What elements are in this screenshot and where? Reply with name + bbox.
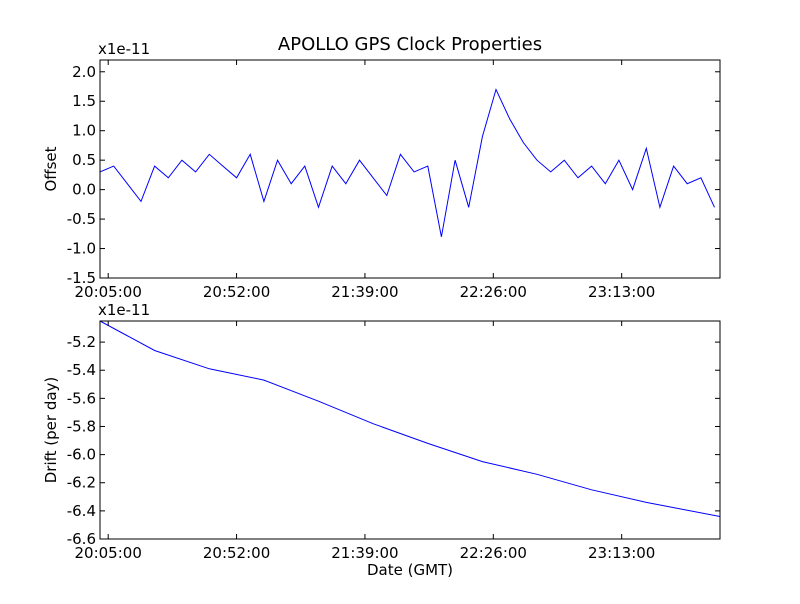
x-tick-label: 21:39:00	[331, 283, 398, 301]
y-tick-label: -1.0	[67, 240, 96, 258]
y-tick-label: 0.5	[72, 151, 96, 169]
figure-title: APOLLO GPS Clock Properties	[278, 34, 542, 55]
axes-frame	[99, 320, 721, 540]
y-tick-label: -0.5	[67, 210, 96, 228]
x-tick-label: 20:05:00	[75, 544, 142, 562]
axes-frame	[99, 59, 721, 279]
y-scale-offset-label: x1e-11	[98, 301, 150, 319]
y-tick-label: 2.0	[72, 63, 96, 81]
y-tick-label: 1.0	[72, 122, 96, 140]
y-axis-label: Drift (per day)	[42, 377, 60, 484]
y-tick-label: -5.4	[67, 361, 96, 379]
y-scale-offset-label: x1e-11	[98, 40, 150, 58]
y-tick-label: -6.6	[67, 530, 96, 548]
offset-panel: 20:05:00 20:52:00 21:39:00 22:26:00 23:13:00…	[42, 40, 721, 301]
x-tick-label: 22:26:00	[460, 283, 527, 301]
drift-series-line	[100, 321, 720, 517]
y-tick-label: -5.6	[67, 389, 96, 407]
offset-series-line	[100, 88, 715, 237]
drift-panel: 20:05:00 20:52:00 21:39:00 22:26:00 23:13:00…	[42, 301, 721, 579]
x-tick-label: 21:39:00	[331, 544, 398, 562]
x-tick-label: 22:26:00	[460, 544, 527, 562]
y-tick-label: -5.8	[67, 417, 96, 435]
y-tick-label: -6.0	[67, 446, 96, 464]
y-tick-label: -6.4	[67, 502, 96, 520]
y-tick-label: 0.0	[72, 181, 96, 199]
y-tick-label: -1.5	[67, 269, 96, 287]
x-tick-label: 20:52:00	[203, 544, 270, 562]
x-tick-label: 20:52:00	[203, 283, 270, 301]
y-tick-label: 1.5	[72, 92, 96, 110]
y-tick-label: -6.2	[67, 474, 96, 492]
x-tick-label: 23:13:00	[588, 544, 655, 562]
x-tick-label: 20:05:00	[75, 283, 142, 301]
y-tick-label: -5.2	[67, 333, 96, 351]
x-tick-label: 23:13:00	[588, 283, 655, 301]
y-axis-label: Offset	[42, 146, 60, 191]
x-axis-label: Date (GMT)	[367, 561, 453, 579]
